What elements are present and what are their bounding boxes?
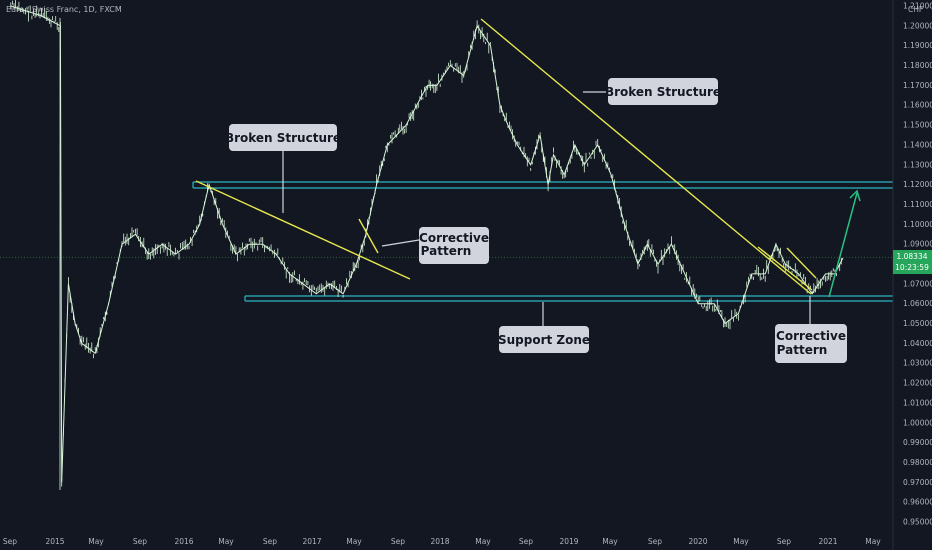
y-axis: 1.21000 1.20000 1.19000 1.18000 1.17000 1.160… — [892, 0, 932, 550]
y-tick-label: 1.10000 — [903, 220, 932, 229]
y-tick-label: 1.11000 — [903, 200, 932, 209]
y-tick-label: 1.19000 — [903, 41, 932, 50]
svg-text:Pattern: Pattern — [421, 244, 472, 258]
svg-text:1.08334: 1.08334 — [896, 252, 927, 261]
svg-text:Pattern: Pattern — [777, 343, 828, 357]
x-tick-label: May — [88, 537, 104, 546]
y-tick-label: 1.07000 — [903, 279, 932, 288]
callout-corrective-pattern-right: Corrective Pattern — [775, 296, 847, 363]
x-tick-label: May — [865, 537, 881, 546]
svg-text:Support Zone: Support Zone — [498, 333, 590, 347]
y-tick-label: 0.95000 — [903, 518, 932, 527]
svg-text:Corrective: Corrective — [419, 231, 489, 245]
y-tick-label: 1.14000 — [903, 140, 932, 149]
price-candles — [10, 0, 842, 487]
resistance-zone — [192, 181, 893, 189]
y-tick-label: 1.03000 — [903, 359, 932, 368]
y-tick-label: 0.99000 — [903, 438, 932, 447]
y-tick-label: 1.12000 — [903, 180, 932, 189]
currency-label: CHF — [908, 5, 923, 14]
chart-title: Euro / Swiss Franc, 1D, FXCM — [6, 5, 122, 14]
callout-corrective-pattern-left: Corrective Pattern — [381, 227, 489, 264]
y-tick-label: 1.18000 — [903, 61, 932, 70]
x-tick-label: Sep — [3, 537, 17, 546]
y-tick-label: 1.09000 — [903, 240, 932, 249]
svg-text:10:23:59: 10:23:59 — [895, 263, 929, 272]
x-tick-label: 2021 — [818, 537, 837, 546]
callout-support-zone: Support Zone — [498, 302, 590, 353]
y-tick-label: 1.17000 — [903, 81, 932, 90]
projection-arrow — [828, 189, 861, 298]
x-tick-label: May — [218, 537, 234, 546]
x-tick-label: 2020 — [688, 537, 707, 546]
x-tick-label: Sep — [777, 537, 791, 546]
y-tick-label: 1.15000 — [903, 121, 932, 130]
svg-text:Broken Structure: Broken Structure — [225, 131, 341, 145]
x-tick-label: 2017 — [302, 537, 321, 546]
trendline-2018 — [480, 18, 812, 295]
x-tick-label: 2018 — [430, 537, 449, 546]
callout-broken-structure-right: Broken Structure — [583, 78, 721, 105]
trendline-corrective-1 — [358, 218, 379, 254]
x-tick-label: Sep — [133, 537, 147, 546]
trendline-2016 — [195, 180, 411, 280]
svg-text:Broken Structure: Broken Structure — [605, 85, 721, 99]
y-tick-label: 1.04000 — [903, 339, 932, 348]
x-tick-label: Sep — [391, 537, 405, 546]
x-axis: Sep 2015 May Sep 2016 May Sep 2017 May Sep 2018 May… — [3, 537, 881, 546]
x-tick-label: Sep — [648, 537, 662, 546]
y-tick-label: 1.21000 — [903, 2, 932, 11]
svg-text:Corrective: Corrective — [776, 329, 846, 343]
x-tick-label: May — [475, 537, 491, 546]
x-tick-label: May — [346, 537, 362, 546]
y-tick-label: 1.02000 — [903, 379, 932, 388]
x-tick-label: May — [602, 537, 618, 546]
y-tick-label: 1.20000 — [903, 21, 932, 30]
x-tick-label: Sep — [263, 537, 277, 546]
trendline-corrective-2a — [786, 247, 817, 279]
x-tick-label: Sep — [519, 537, 533, 546]
y-tick-label: 0.96000 — [903, 498, 932, 507]
y-tick-label: 0.97000 — [903, 478, 932, 487]
x-tick-label: May — [733, 537, 749, 546]
y-tick-label: 1.13000 — [903, 160, 932, 169]
y-tick-label: 1.01000 — [903, 398, 932, 407]
y-tick-label: 1.06000 — [903, 299, 932, 308]
x-tick-label: 2015 — [45, 537, 64, 546]
y-tick-label: 1.05000 — [903, 319, 932, 328]
y-tick-label: 1.00000 — [903, 418, 932, 427]
y-tick-label: 0.98000 — [903, 458, 932, 467]
trendline-corrective-2b — [757, 246, 813, 291]
y-tick-label: 1.16000 — [903, 101, 932, 110]
x-tick-label: 2016 — [174, 537, 193, 546]
support-zone — [244, 295, 893, 302]
callout-broken-structure-left: Broken Structure — [225, 124, 341, 213]
last-price-badge: 1.08334 10:23:59 — [893, 250, 932, 274]
x-tick-label: 2019 — [559, 537, 578, 546]
